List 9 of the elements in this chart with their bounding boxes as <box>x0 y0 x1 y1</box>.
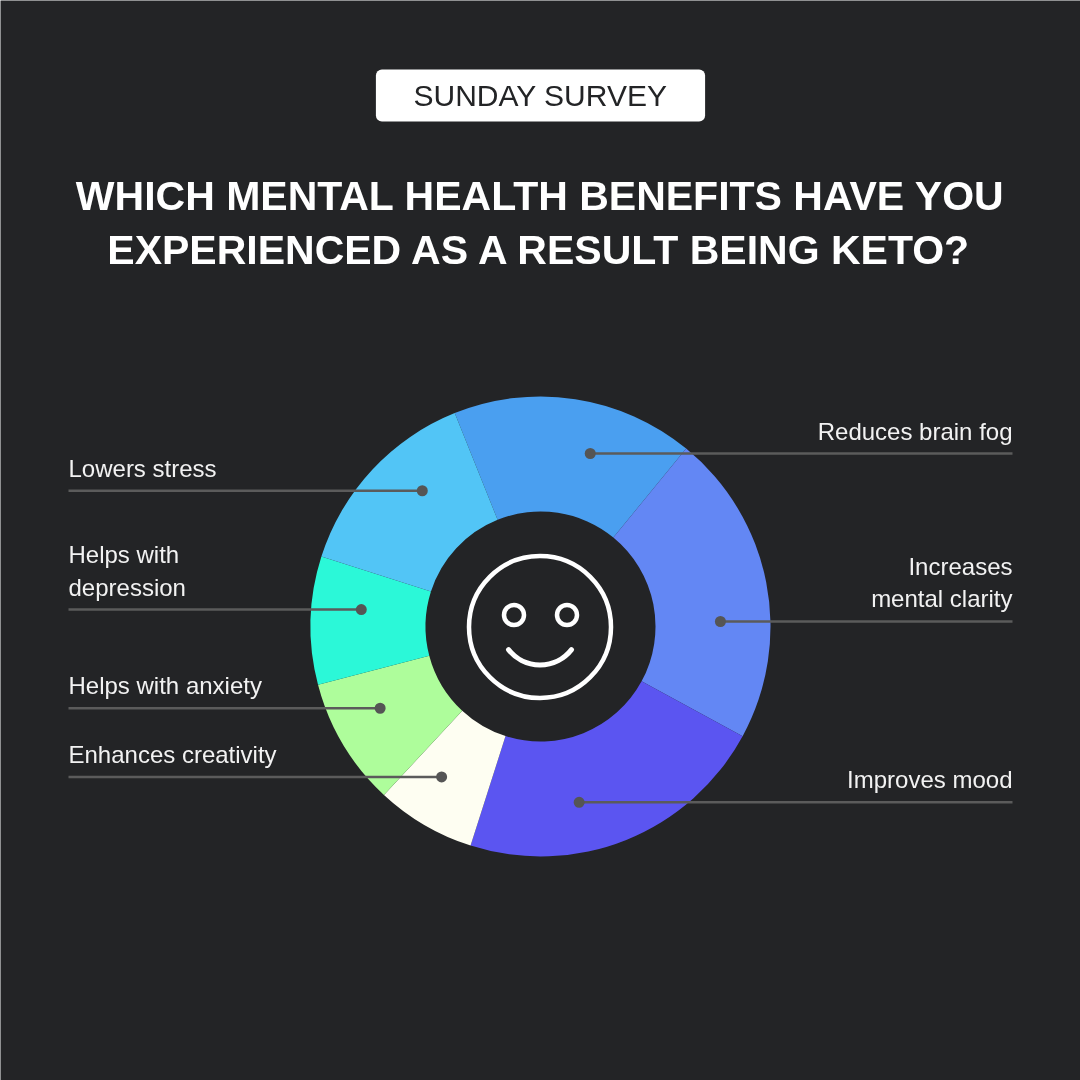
slice-label: Lowers stress <box>68 454 217 482</box>
slice-label: Improves mood <box>847 766 1013 794</box>
chart-subtitle: SUNDAY SURVEY <box>413 79 667 112</box>
slice-label: Helps with depression <box>68 541 186 601</box>
slice-label: Helps with anxiety <box>68 672 262 700</box>
slice-label: Reduces brain fog <box>817 417 1013 445</box>
slice-label: Increases mental clarity <box>871 553 1013 613</box>
chart-title: WHICH MENTAL HEALTH BENEFITS HAVE YOU EXPERIENCED AS A RESULT BEING KETO? <box>75 172 1004 274</box>
slice-label: Enhances creativity <box>68 740 277 768</box>
